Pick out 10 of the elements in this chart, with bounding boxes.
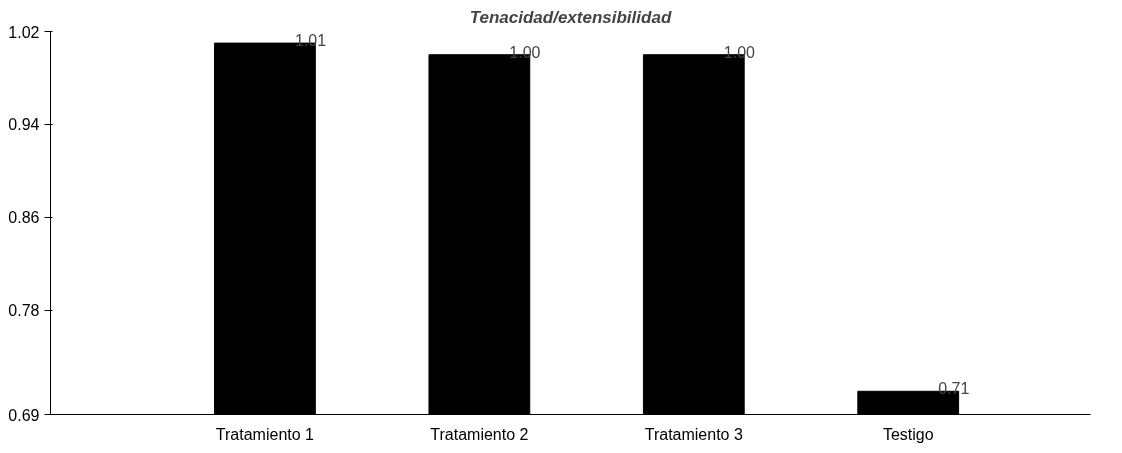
y-tick-label: 0.94 — [8, 116, 40, 134]
x-tick-label: Tratamiento 3 — [644, 425, 743, 443]
chart-title: Tenacidad/extensibilidad — [469, 7, 672, 27]
y-tick-label: 0.69 — [8, 406, 40, 424]
y-tick-label: 1.02 — [8, 23, 40, 41]
x-tick-label: Testigo — [882, 425, 934, 443]
x-tick-label: Tratamiento 1 — [215, 425, 315, 443]
x-tick-label: Tratamiento 2 — [430, 425, 529, 443]
y-tick-label: 0.86 — [8, 209, 40, 227]
y-tick-label: 0.78 — [8, 302, 40, 320]
